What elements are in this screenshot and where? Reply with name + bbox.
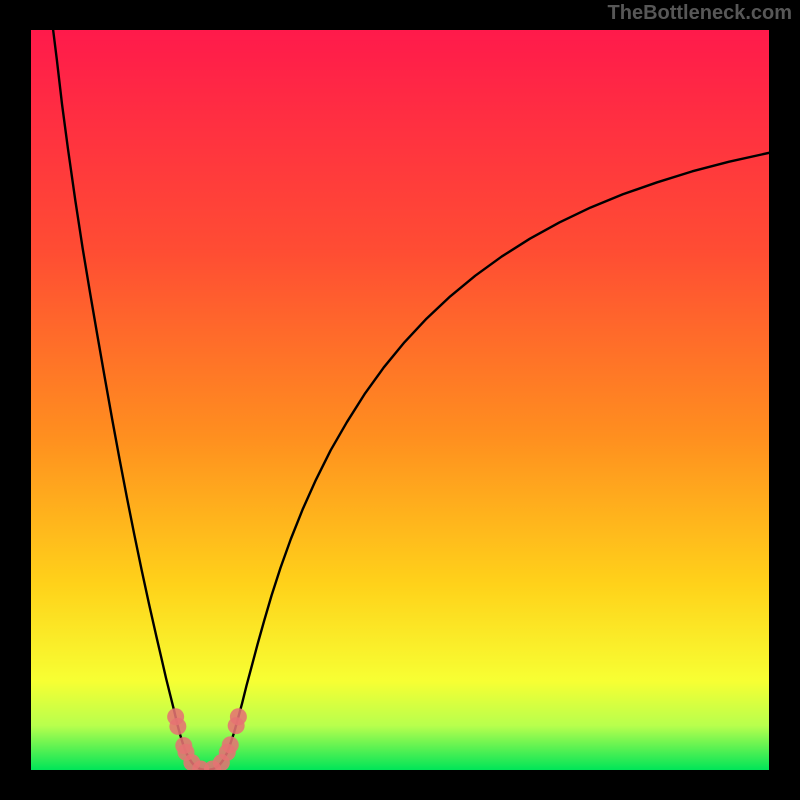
curve-marker bbox=[230, 708, 247, 725]
plot-area bbox=[31, 30, 769, 770]
bottleneck-curve bbox=[53, 30, 769, 770]
chart-svg bbox=[31, 30, 769, 770]
watermark-text: TheBottleneck.com bbox=[608, 2, 792, 25]
curve-marker bbox=[169, 718, 186, 735]
chart-root: TheBottleneck.com bbox=[0, 0, 800, 800]
curve-markers bbox=[167, 708, 247, 770]
curve-marker bbox=[222, 736, 239, 753]
